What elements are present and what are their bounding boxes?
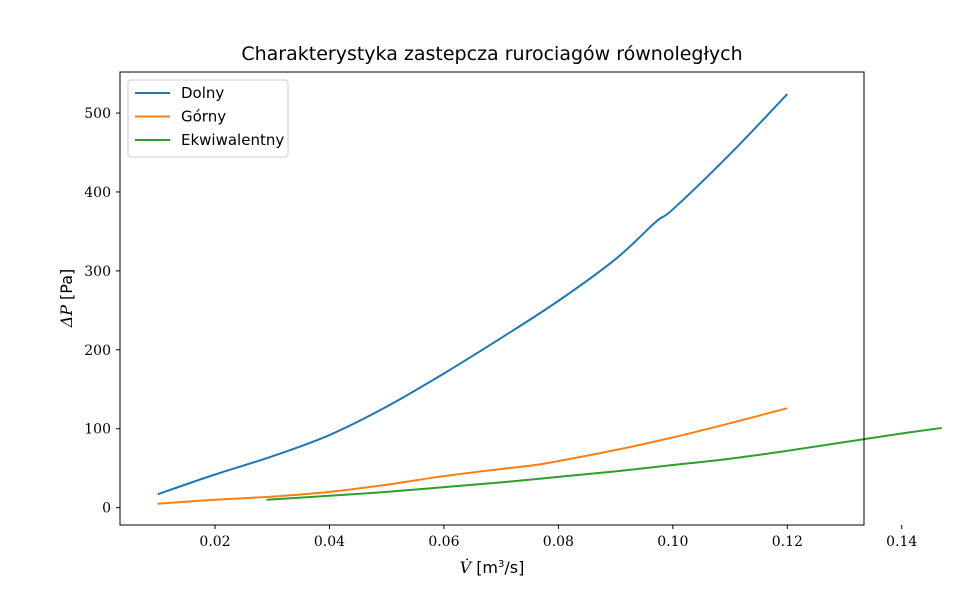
x-axis-label: V̇ [m3/s] xyxy=(460,558,525,577)
series-line-g-rny xyxy=(157,407,788,505)
series-group xyxy=(157,93,942,505)
x-tick-label: 0.06 xyxy=(428,534,459,550)
y-tick-label: 100 xyxy=(84,422,111,438)
legend-frame xyxy=(127,79,289,158)
y-axis-unit: [Pa] xyxy=(57,269,76,300)
x-axis-unit-sup: 3 xyxy=(498,559,504,570)
y-tick-label: 200 xyxy=(84,343,111,359)
y-axis-label: ΔP [Pa] xyxy=(57,269,76,329)
chart-title: Charakterystyka zastepcza rurociagów rów… xyxy=(241,43,742,65)
y-axis: 0 100 200 300 400 500 xyxy=(84,106,120,517)
series-line-dolny xyxy=(157,93,789,496)
y-tick-label: 500 xyxy=(84,106,111,122)
legend-label-ekwiwalentny: Ekwiwalentny xyxy=(181,131,284,149)
y-tick-label: 0 xyxy=(102,501,111,517)
x-axis-unit-suffix: /s] xyxy=(504,558,524,577)
x-axis: 0.02 0.04 0.06 0.08 0.10 0.12 0.14 xyxy=(199,525,917,550)
x-axis-var: V̇ xyxy=(460,558,473,577)
x-tick-label: 0.08 xyxy=(543,534,574,550)
y-tick-label: 300 xyxy=(84,264,111,280)
y-axis-var: ΔP xyxy=(57,305,76,329)
x-tick-label: 0.10 xyxy=(657,534,688,550)
legend-items: Dolny Górny Ekwiwalentny xyxy=(135,84,284,149)
y-tick-label: 400 xyxy=(84,185,111,201)
legend: Dolny Górny Ekwiwalentny xyxy=(127,79,289,158)
plot-frame xyxy=(119,71,865,526)
x-tick-label: 0.12 xyxy=(772,534,803,550)
x-tick-label: 0.02 xyxy=(199,534,230,550)
x-tick-label: 0.04 xyxy=(314,534,345,550)
legend-label-g-rny: Górny xyxy=(181,108,226,126)
x-axis-unit-prefix: [m xyxy=(476,558,498,577)
x-tick-label: 0.14 xyxy=(886,534,917,550)
legend-label-dolny: Dolny xyxy=(181,84,224,102)
series-line-ekwiwalentny xyxy=(266,426,942,501)
